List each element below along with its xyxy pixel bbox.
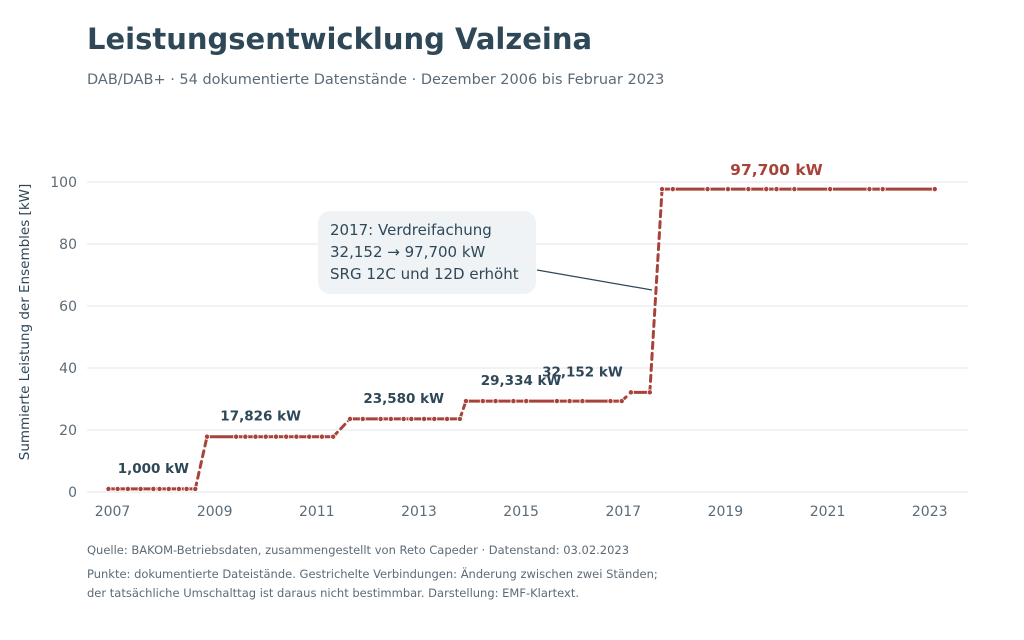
footer-note-2: der tatsächliche Umschalttag ist daraus … xyxy=(87,586,579,600)
data-point xyxy=(387,415,394,422)
series-transition xyxy=(193,435,209,491)
series-transition xyxy=(458,399,468,421)
data-point xyxy=(763,186,770,193)
data-point xyxy=(318,433,325,440)
data-point xyxy=(183,485,190,492)
data-point xyxy=(510,398,517,405)
data-point xyxy=(659,186,666,193)
data-point xyxy=(931,186,938,193)
data-point xyxy=(745,186,752,193)
annotation-box xyxy=(318,211,536,294)
x-tick-label: 2021 xyxy=(810,504,846,520)
x-tick-label: 2019 xyxy=(708,504,744,520)
data-point xyxy=(124,485,131,492)
series-transition xyxy=(331,417,352,439)
data-point xyxy=(456,415,463,422)
data-point xyxy=(431,415,438,422)
data-point xyxy=(105,485,112,492)
data-point xyxy=(618,398,625,405)
data-point xyxy=(579,398,586,405)
data-point xyxy=(492,398,499,405)
annotation-connector xyxy=(536,269,653,291)
level-label: 32,152 kW xyxy=(542,364,623,380)
data-point xyxy=(462,398,469,405)
data-point xyxy=(150,485,157,492)
data-point xyxy=(773,186,780,193)
series-transition xyxy=(648,187,664,394)
data-point xyxy=(359,415,366,422)
level-label: 1,000 kW xyxy=(118,461,189,477)
y-axis-label: Summierte Leistung der Ensembles [kW] xyxy=(17,184,33,461)
data-point xyxy=(566,398,573,405)
data-point xyxy=(791,186,798,193)
y-tick-label: 100 xyxy=(50,175,77,191)
data-point xyxy=(192,485,199,492)
data-point xyxy=(252,433,259,440)
data-point xyxy=(523,398,530,405)
x-tick-label: 2011 xyxy=(299,504,335,520)
data-point xyxy=(233,433,240,440)
x-tick-label: 2015 xyxy=(503,504,539,520)
data-point xyxy=(175,485,182,492)
data-point xyxy=(347,415,354,422)
data-point xyxy=(479,398,486,405)
data-point xyxy=(669,186,676,193)
data-point xyxy=(272,433,279,440)
y-tick-label: 20 xyxy=(59,423,77,439)
footer-source: Quelle: BAKOM-Betriebsdaten, zusammenges… xyxy=(87,543,630,557)
y-tick-label: 80 xyxy=(59,237,77,253)
level-label: 97,700 kW xyxy=(730,161,823,179)
annotation-line-1: 2017: Verdreifachung xyxy=(330,221,492,239)
data-point xyxy=(242,433,249,440)
chart-subtitle: DAB/DAB+ · 54 dokumentierte Datenstände … xyxy=(87,72,665,88)
data-point xyxy=(165,485,172,492)
data-point xyxy=(204,433,211,440)
data-point xyxy=(866,186,873,193)
footer-note-1: Punkte: dokumentierte Dateistände. Gestr… xyxy=(87,567,658,581)
y-tick-label: 40 xyxy=(59,361,77,377)
data-point xyxy=(137,485,144,492)
data-point xyxy=(283,433,290,440)
level-label: 17,826 kW xyxy=(220,409,301,425)
x-tick-label: 2013 xyxy=(401,504,437,520)
data-point xyxy=(330,433,337,440)
data-point xyxy=(377,415,384,422)
chart-title: Leistungsentwicklung Valzeina xyxy=(87,22,593,56)
x-tick-label: 2023 xyxy=(912,504,948,520)
annotation-line-2: 32,152 → 97,700 kW xyxy=(330,243,486,261)
data-point xyxy=(293,433,300,440)
data-point xyxy=(444,415,451,422)
data-point xyxy=(156,485,163,492)
x-tick-label: 2009 xyxy=(197,504,233,520)
y-tick-label: 60 xyxy=(59,299,77,315)
data-point xyxy=(646,389,653,396)
data-point xyxy=(827,186,834,193)
data-point xyxy=(724,186,731,193)
y-tick-label: 0 xyxy=(68,485,77,501)
data-point xyxy=(879,186,886,193)
x-tick-label: 2017 xyxy=(605,504,641,520)
data-point xyxy=(262,433,269,440)
data-point xyxy=(421,415,428,422)
data-point xyxy=(553,398,560,405)
data-point xyxy=(306,433,313,440)
level-label: 29,334 kW xyxy=(481,373,562,389)
data-point xyxy=(408,415,415,422)
data-point xyxy=(627,389,634,396)
data-point xyxy=(607,398,614,405)
data-point xyxy=(114,485,121,492)
x-tick-label: 2007 xyxy=(95,504,131,520)
level-label: 23,580 kW xyxy=(363,391,444,407)
data-point xyxy=(400,415,407,422)
data-point xyxy=(704,186,711,193)
annotation-line-3: SRG 12C und 12D erhöht xyxy=(330,265,519,283)
